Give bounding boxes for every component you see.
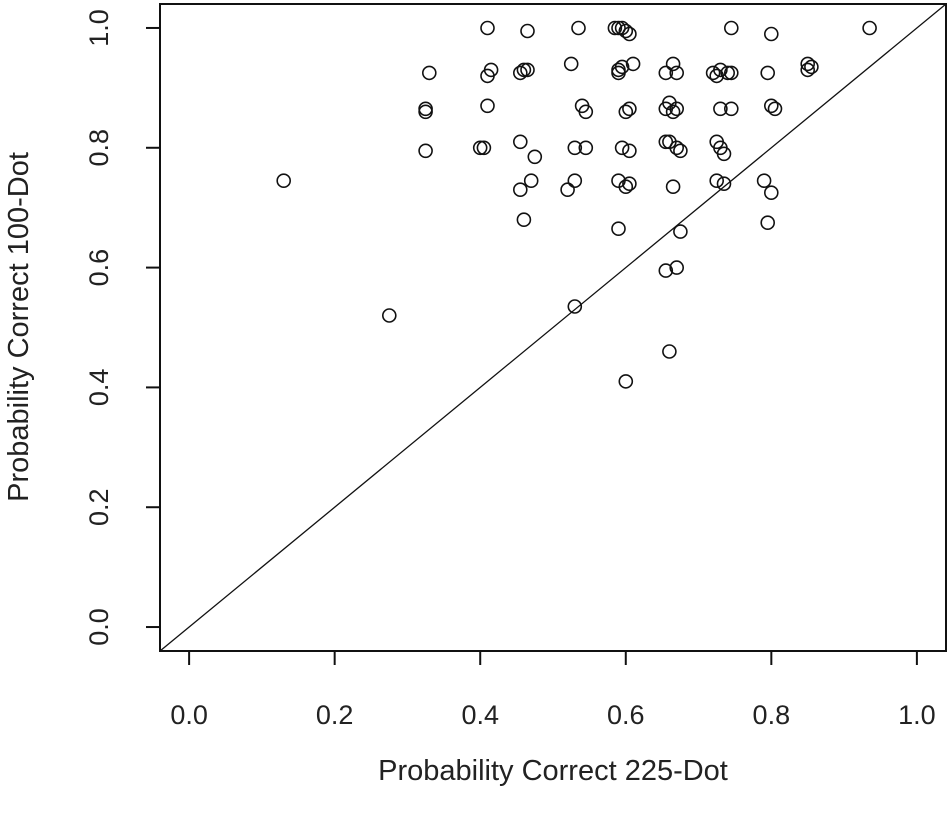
data-point [705,65,721,81]
data-point [763,98,779,114]
y-axis: 0.0 0.2 0.4 0.6 0.8 1.0 [84,9,161,646]
data-point [618,104,634,120]
y-tick-label: 0.4 [84,369,114,407]
data-point [760,215,776,230]
data-point [723,65,739,81]
y-tick-label: 0.8 [84,129,114,167]
data-point [567,140,583,156]
data-point [767,101,783,117]
data-point [763,26,779,42]
y-tick-label: 0.6 [84,249,114,287]
data-point [607,20,623,36]
data-point [723,20,739,36]
data-point [713,101,728,117]
x-tick-label: 0.2 [316,700,354,730]
x-tick-label: 0.6 [607,700,645,730]
data-point [520,23,535,39]
data-point [622,176,637,191]
x-tick-label: 0.4 [461,700,499,730]
data-point [622,26,637,42]
data-point [567,173,583,188]
data-point [716,146,732,162]
data-point [673,143,688,159]
data-point [381,308,397,323]
data-point [720,65,736,81]
data-point [658,101,674,117]
data-point [520,62,535,78]
data-point [516,62,532,78]
data-point [611,20,626,36]
y-axis-title: Probability Correct 100-Dot [3,152,35,502]
data-point [625,56,641,72]
data-point [418,143,433,159]
data-points [276,20,877,389]
data-point [418,101,433,117]
data-point [622,101,637,117]
data-point [669,140,685,156]
data-point [611,62,626,78]
data-point [611,221,626,236]
x-tick-label: 0.8 [753,700,791,730]
data-point [662,344,677,359]
data-point [723,101,739,117]
data-point [563,56,579,72]
data-point [800,62,816,78]
data-point [276,173,292,188]
data-point [669,65,685,81]
data-point [578,140,594,156]
data-point [512,65,528,81]
data-point [480,20,495,36]
data-point [665,179,681,194]
x-axis-title: Probability Correct 225-Dot [378,755,728,787]
data-point [523,173,539,188]
data-point [665,56,681,72]
data-point [421,65,437,81]
data-point [665,104,681,120]
x-axis: 0.0 0.2 0.4 0.6 0.8 1.0 [170,650,936,730]
data-point [512,134,528,150]
data-point [658,65,674,81]
x-tick-label: 0.0 [170,700,208,730]
x-tick-label: 1.0 [898,700,936,730]
data-point [709,173,725,188]
data-point [800,56,816,72]
data-point [418,104,433,120]
data-point [560,182,575,197]
y-tick-label: 0.2 [84,488,114,526]
data-point [756,173,772,188]
data-point [763,185,779,200]
data-point [716,176,732,191]
y-tick-label: 1.0 [84,9,114,47]
data-point [614,140,630,156]
data-point [673,224,688,239]
data-point [658,134,674,150]
data-point [483,62,499,78]
data-point [618,23,634,39]
data-point [476,140,492,156]
data-point [669,260,685,275]
identity-reference-line [159,3,947,652]
data-point [567,299,583,314]
data-point [512,182,528,197]
data-point [622,143,637,159]
data-point [614,59,630,75]
y-tick-label: 0.0 [84,608,114,646]
data-point [862,20,877,36]
data-point [760,65,776,81]
data-point [669,101,685,117]
data-point [713,62,728,78]
data-point [618,179,634,194]
data-point [618,374,634,389]
data-point [804,59,819,75]
data-point [578,104,594,120]
data-point [527,149,543,165]
data-point [480,98,495,114]
data-point [472,140,488,156]
data-point [516,212,532,227]
data-point [571,20,586,36]
data-point [658,263,674,278]
